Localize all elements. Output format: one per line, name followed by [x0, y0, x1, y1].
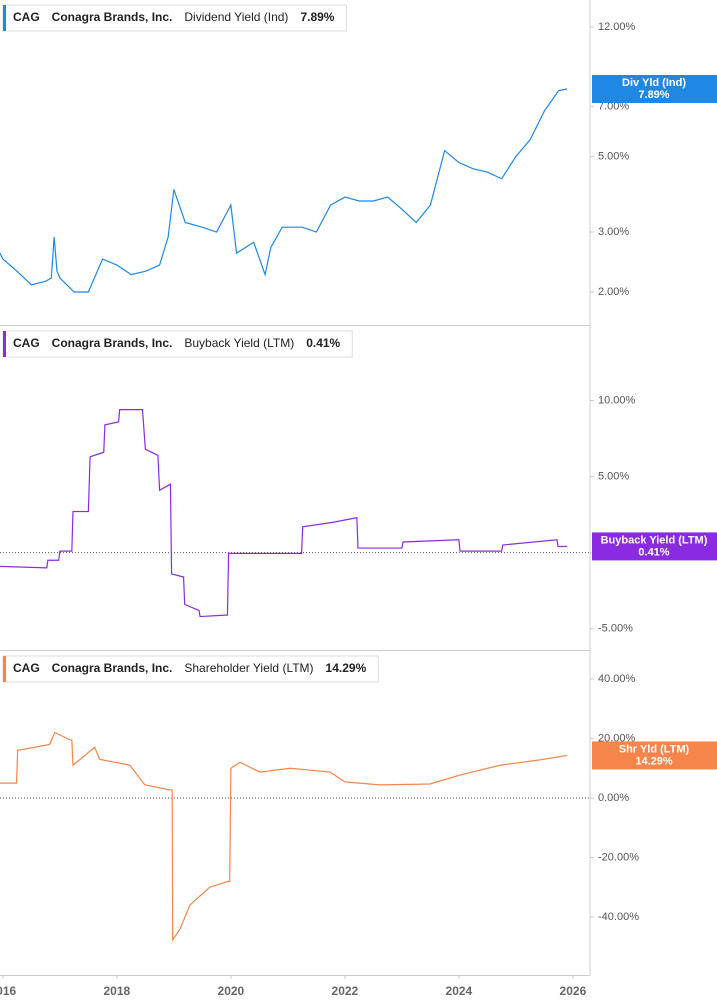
legend-ticker: CAG: [13, 10, 40, 24]
badge-label: Div Yld (Ind): [622, 77, 686, 89]
badge-value: 7.89%: [638, 89, 669, 101]
y-tick-label: 0.00%: [598, 792, 629, 804]
y-tick-label: 40.00%: [598, 673, 636, 685]
badge-value: 0.41%: [638, 546, 669, 558]
x-tick-label: 2026: [560, 984, 587, 998]
y-tick-label: -20.00%: [598, 851, 639, 863]
y-tick-label: 10.00%: [598, 394, 636, 406]
x-tick-label: 2022: [332, 984, 359, 998]
y-tick-label: 12.00%: [598, 21, 636, 33]
y-tick-label: -40.00%: [598, 911, 639, 923]
legend-swatch: [3, 5, 6, 31]
badge-label: Buyback Yield (LTM): [601, 534, 708, 546]
x-tick-label: 2016: [0, 984, 17, 998]
legend-box: [2, 330, 353, 358]
legend-company: Conagra Brands, Inc.: [52, 10, 173, 24]
legend-swatch: [3, 331, 6, 357]
y-tick-label: -5.00%: [598, 623, 633, 635]
legend-value: 0.41%: [306, 336, 340, 350]
legend-value: 7.89%: [300, 10, 334, 24]
legend-series: Dividend Yield (Ind): [184, 10, 288, 24]
value-badge: [592, 741, 717, 770]
y-tick-label: 5.00%: [598, 470, 629, 482]
legend-box: [2, 655, 379, 683]
y-tick-label: 3.00%: [598, 226, 629, 238]
value-badge: [592, 532, 717, 561]
value-badge: [592, 74, 717, 103]
legend-company: Conagra Brands, Inc.: [52, 661, 173, 675]
legend-series: Buyback Yield (LTM): [184, 336, 294, 350]
legend-ticker: CAG: [13, 336, 40, 350]
badge-value: 14.29%: [635, 755, 673, 767]
x-tick-label: 2020: [218, 984, 245, 998]
y-tick-label: 5.00%: [598, 150, 629, 162]
y-tick-label: 20.00%: [598, 732, 636, 744]
badge-label: Shr Yld (LTM): [619, 743, 690, 755]
data-line: [0, 731, 568, 942]
data-line: [0, 409, 568, 618]
legend-ticker: CAG: [13, 661, 40, 675]
y-tick-label: 7.00%: [598, 101, 629, 113]
x-tick-label: 2018: [104, 984, 131, 998]
data-line: [0, 88, 568, 293]
legend-series: Shareholder Yield (LTM): [184, 661, 313, 675]
legend-swatch: [3, 656, 6, 682]
legend-value: 14.29%: [326, 661, 367, 675]
legend-company: Conagra Brands, Inc.: [52, 336, 173, 350]
y-tick-label: 2.00%: [598, 286, 629, 298]
x-tick-label: 2024: [446, 984, 473, 998]
